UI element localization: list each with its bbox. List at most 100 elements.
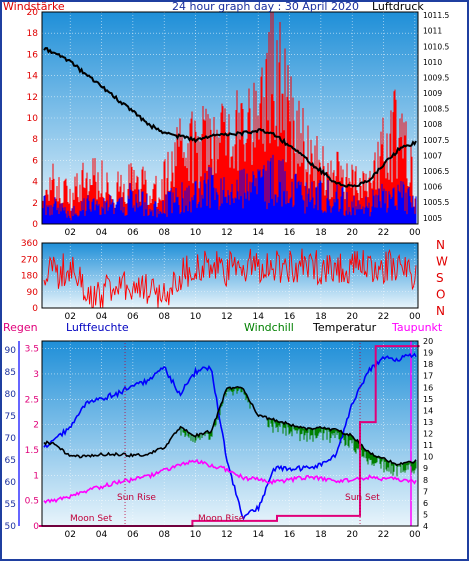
temperature-tick-label: 6 (423, 499, 428, 508)
rain-tick-label: 0.5 (25, 497, 39, 507)
header-rain-label: Regen (3, 321, 38, 334)
direction-tick-label: 360 (21, 239, 38, 249)
x-tick-label: 18 (315, 312, 327, 322)
astro-annotation: Moon Rise (198, 514, 245, 524)
direction-tick-label: 0 (32, 304, 38, 314)
humidity-tick-label: 85 (5, 368, 16, 378)
x-tick-label: 00 (409, 530, 421, 540)
temperature-tick-label: 19 (423, 349, 433, 358)
humidity-tick-label: 60 (5, 478, 17, 488)
temperature-line (43, 385, 417, 467)
x-tick-label: 10 (190, 312, 202, 322)
left-tick-label: 10 (27, 114, 39, 124)
rain-tick-label: 1 (33, 471, 39, 481)
dewpoint-line (43, 458, 417, 504)
temperature-tick-label: 11 (423, 441, 433, 450)
left-tick-label: 8 (32, 135, 38, 145)
x-tick-label: 16 (284, 312, 296, 322)
direction-tick-label: 270 (21, 255, 38, 265)
rain-tick-label: 3.5 (25, 345, 39, 355)
temperature-tick-label: 14 (423, 406, 433, 415)
compass-label: W (436, 255, 448, 269)
temperature-tick-label: 16 (423, 383, 433, 392)
humidity-tick-label: 70 (5, 434, 17, 444)
compass-label: N (436, 238, 445, 252)
humidity-tick-label: 90 (5, 346, 17, 356)
rain-tick-label: 0 (33, 522, 39, 532)
temperature-tick-label: 7 (423, 487, 428, 496)
x-tick-label: 04 (96, 312, 108, 322)
temperature-tick-label: 17 (423, 372, 433, 381)
x-tick-label: 20 (346, 228, 358, 238)
x-tick-label: 00 (409, 312, 421, 322)
rain-tick-label: 1.5 (25, 446, 39, 456)
temperature-tick-label: 4 (423, 522, 428, 531)
humidity-tick-label: 65 (5, 456, 16, 466)
astro-annotation: Sun Set (345, 493, 380, 503)
temperature-tick-label: 15 (423, 395, 433, 404)
x-tick-label: 14 (252, 228, 264, 238)
left-tick-label: 2 (32, 199, 38, 209)
x-tick-label: 18 (315, 530, 327, 540)
header-title: 24 hour graph day : 30 April 2020 (172, 0, 359, 13)
astro-annotation: Moon Set (70, 514, 113, 524)
x-tick-label: 06 (127, 228, 139, 238)
header-left-label: Windstärke (3, 0, 65, 13)
left-tick-label: 4 (32, 178, 38, 188)
direction-tick-label: 180 (21, 272, 38, 282)
x-tick-label: 14 (252, 312, 264, 322)
x-tick-label: 04 (96, 228, 108, 238)
temperature-tick-label: 5 (423, 510, 428, 519)
rain-tick-label: 2.5 (25, 395, 39, 405)
right-tick-label: 1006.5 (423, 167, 449, 176)
x-tick-label: 06 (127, 312, 139, 322)
rain-tick-label: 2 (33, 421, 39, 431)
temperature-tick-label: 18 (423, 360, 433, 369)
wind-pressure-plot-border (41, 11, 419, 225)
compass-label: N (436, 304, 445, 318)
x-tick-label: 14 (252, 530, 264, 540)
compass-label: O (436, 288, 445, 302)
x-tick-label: 06 (127, 530, 139, 540)
left-tick-label: 16 (27, 50, 39, 60)
right-tick-label: 1008 (423, 120, 442, 129)
rain-line (38, 345, 420, 527)
x-tick-label: 08 (158, 228, 170, 238)
header-right-label: Luftdruck (372, 0, 424, 13)
x-tick-label: 02 (64, 228, 75, 238)
left-tick-label: 20 (27, 8, 39, 18)
temperature-tick-label: 8 (423, 476, 428, 485)
x-tick-label: 12 (221, 530, 232, 540)
x-tick-label: 22 (378, 312, 389, 322)
right-tick-label: 1008.5 (423, 105, 449, 114)
x-tick-label: 12 (221, 312, 232, 322)
x-tick-label: 02 (64, 530, 75, 540)
right-tick-label: 1010.5 (423, 42, 449, 51)
left-tick-label: 14 (27, 72, 39, 82)
x-tick-label: 20 (346, 530, 358, 540)
left-tick-label: 12 (27, 93, 38, 103)
x-tick-label: 20 (346, 312, 358, 322)
temperature-tick-label: 20 (423, 337, 433, 346)
rain-tick-label: 3 (33, 370, 39, 380)
direction-tick-label: 90 (27, 288, 39, 298)
right-tick-label: 1010 (423, 58, 442, 67)
x-tick-label: 12 (221, 228, 232, 238)
humidity-tick-label: 80 (5, 390, 17, 400)
x-tick-label: 10 (190, 530, 202, 540)
temperature-tick-label: 13 (423, 418, 433, 427)
humidity-tick-label: 55 (5, 500, 16, 510)
x-tick-label: 10 (190, 228, 202, 238)
weather-plot-area (42, 341, 418, 526)
left-tick-label: 6 (32, 156, 38, 166)
right-tick-label: 1005.5 (423, 198, 449, 207)
wind-direction-plot-border (41, 242, 419, 309)
humidity-tick-label: 50 (5, 522, 17, 532)
header-humidity-label: Luftfeuchte (66, 321, 129, 334)
temperature-tick-label: 9 (423, 464, 428, 473)
humidity-line (43, 352, 417, 521)
right-tick-label: 1009 (423, 89, 442, 98)
right-tick-label: 1007.5 (423, 136, 449, 145)
